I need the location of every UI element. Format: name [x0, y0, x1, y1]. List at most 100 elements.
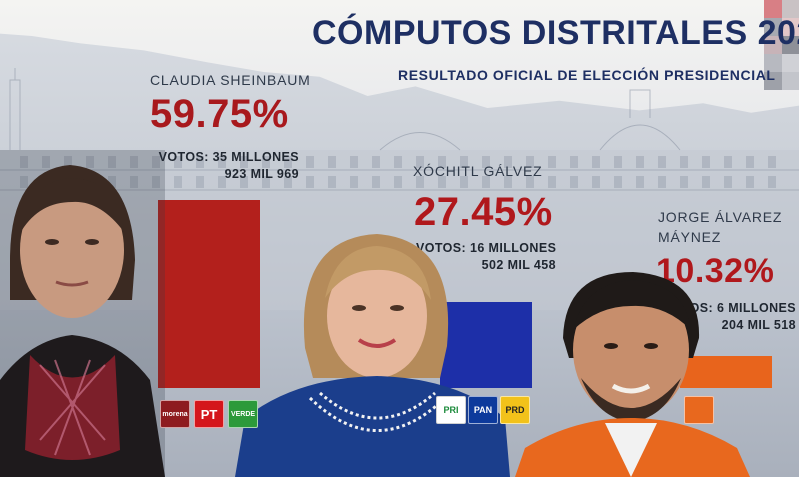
sketch-window — [284, 156, 292, 168]
sketch-window — [614, 156, 622, 168]
sketch-window — [372, 176, 380, 188]
sketch-window — [680, 156, 688, 168]
page-subtitle: RESULTADO OFICIAL DE ELECCIÓN PRESIDENCI… — [398, 67, 776, 83]
sketch-window — [240, 156, 248, 168]
sketch-window — [504, 156, 512, 168]
sketch-window — [130, 176, 138, 188]
sketch-window — [702, 176, 710, 188]
sketch-window — [526, 176, 534, 188]
candidate-name-galvez: XÓCHITL GÁLVEZ — [413, 163, 543, 179]
sketch-window — [174, 156, 182, 168]
votes-line1-galvez: VOTOS: 16 MILLONES — [416, 241, 557, 255]
sketch-window — [130, 156, 138, 168]
candidate-name-maynez-line1: JORGE ÁLVAREZ — [658, 209, 783, 225]
sketch-window — [504, 176, 512, 188]
bar-maynez — [680, 356, 772, 388]
sketch-window — [746, 176, 754, 188]
party-logo-pan: PAN — [468, 396, 498, 424]
sketch-window — [658, 156, 666, 168]
sketch-window — [460, 156, 468, 168]
sketch-window — [64, 156, 72, 168]
sketch-window — [152, 176, 160, 188]
sketch-window — [482, 176, 490, 188]
party-logo-verde: VERDE — [228, 400, 258, 428]
sketch-window — [174, 176, 182, 188]
censored-pixel-block — [764, 0, 799, 100]
portrait-galvez — [235, 234, 510, 477]
sketch-window — [152, 156, 160, 168]
percent-label-maynez: 10.32% — [656, 252, 775, 290]
sketch-window — [394, 156, 402, 168]
party-logo-morena: morena — [160, 400, 190, 428]
sketch-window — [394, 176, 402, 188]
portrait-sheinbaum — [0, 150, 165, 477]
sketch-window — [636, 156, 644, 168]
percent-label-galvez: 27.45% — [414, 190, 553, 234]
sketch-window — [570, 156, 578, 168]
sketch-window — [636, 176, 644, 188]
votes-line2-galvez: 502 MIL 458 — [481, 258, 556, 272]
votes-line2-sheinbaum: 923 MIL 969 — [224, 167, 299, 181]
sketch-window — [108, 156, 116, 168]
candidate-name-sheinbaum: CLAUDIA SHEINBAUM — [150, 72, 311, 88]
sketch-window — [262, 176, 270, 188]
sketch-window — [306, 156, 314, 168]
sketch-window — [20, 176, 28, 188]
votes-line1-sheinbaum: VOTOS: 35 MILLONES — [158, 150, 299, 164]
sketch-window — [482, 156, 490, 168]
portrait-maynez — [515, 272, 750, 477]
sketch-window — [570, 176, 578, 188]
sketch-window — [724, 176, 732, 188]
sketch-window — [196, 156, 204, 168]
percent-label-sheinbaum: 59.75% — [150, 92, 289, 136]
bar-sheinbaum — [158, 200, 260, 388]
sketch-window — [592, 176, 600, 188]
sketch-window — [196, 176, 204, 188]
candidate-name-maynez: JORGE ÁLVAREZ MÁYNEZ — [658, 207, 782, 247]
sketch-window — [262, 156, 270, 168]
sketch-window — [416, 176, 424, 188]
sketch-window — [42, 156, 50, 168]
sketch-window — [724, 156, 732, 168]
sketch-window — [592, 156, 600, 168]
page-title: CÓMPUTOS DISTRITALES 2024 — [312, 14, 799, 52]
sketch-window — [460, 176, 468, 188]
candidate-name-maynez-line2: MÁYNEZ — [658, 229, 722, 245]
sketch-window — [350, 156, 358, 168]
party-logo-prd: PRD — [500, 396, 530, 424]
sketch-window — [746, 156, 754, 168]
sketch-window — [108, 176, 116, 188]
votes-label-galvez: VOTOS: 16 MILLONES 502 MIL 458 — [416, 240, 556, 274]
sketch-window — [438, 156, 446, 168]
votes-label-sheinbaum: VOTOS: 35 MILLONES 923 MIL 969 — [154, 149, 299, 183]
votes-line2-maynez: 204 MIL 518 — [721, 318, 796, 332]
sketch-window — [680, 176, 688, 188]
bar-galvez — [440, 302, 532, 388]
sketch-window — [328, 156, 336, 168]
sketch-window — [438, 176, 446, 188]
party-logo-pri: PRI — [436, 396, 466, 424]
sketch-window — [372, 156, 380, 168]
sketch-window — [218, 176, 226, 188]
votes-label-maynez: VOTOS: 6 MILLONES 204 MIL 518 — [658, 300, 796, 334]
sketch-window — [328, 176, 336, 188]
sketch-window — [86, 156, 94, 168]
sketch-window — [350, 176, 358, 188]
votes-line1-maynez: VOTOS: 6 MILLONES — [663, 301, 796, 315]
sketch-window — [548, 156, 556, 168]
sketch-window — [20, 156, 28, 168]
sketch-window — [416, 156, 424, 168]
sketch-window — [768, 156, 776, 168]
sketch-window — [526, 156, 534, 168]
party-logo-pt: PT — [194, 400, 224, 428]
sketch-window — [240, 176, 248, 188]
sketch-window — [702, 156, 710, 168]
sketch-window — [614, 176, 622, 188]
party-logo-mc: MC — [684, 396, 714, 424]
sketch-window — [658, 176, 666, 188]
sketch-window — [284, 176, 292, 188]
sketch-window — [218, 156, 226, 168]
sketch-window — [306, 176, 314, 188]
sketch-window — [548, 176, 556, 188]
